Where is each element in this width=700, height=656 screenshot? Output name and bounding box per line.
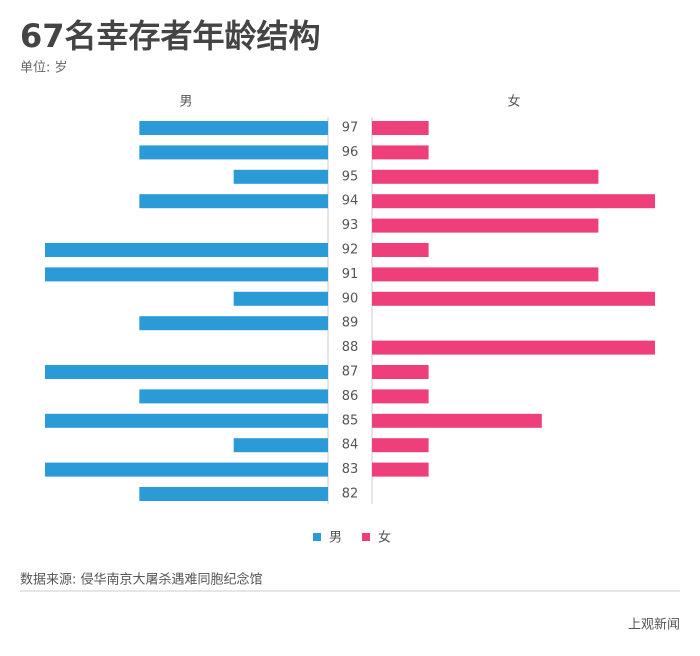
bar <box>45 267 328 282</box>
category-label: 82 <box>342 487 359 502</box>
legend-label: 男 <box>329 531 342 546</box>
chart-subtitle: 单位: 岁 <box>20 61 68 76</box>
category-label: 89 <box>342 316 359 331</box>
bar <box>372 267 599 282</box>
category-label: 91 <box>342 267 359 282</box>
category-label: 88 <box>342 340 359 355</box>
bar <box>45 462 328 477</box>
bar <box>139 316 328 331</box>
category-label: 97 <box>342 121 359 136</box>
category-label: 93 <box>342 218 359 233</box>
bar <box>372 365 429 379</box>
source: 数据来源: 侵华南京大屠杀遇难同胞纪念馆 <box>20 572 263 588</box>
bar <box>372 291 655 306</box>
bar <box>233 291 328 306</box>
category-label: 96 <box>342 145 359 160</box>
bar <box>139 487 328 501</box>
category-label: 85 <box>342 413 359 428</box>
category-label: 95 <box>342 169 359 184</box>
category-label: 83 <box>342 462 359 477</box>
bar <box>372 218 599 233</box>
bar <box>372 462 429 477</box>
bar <box>372 413 542 428</box>
category-label: 87 <box>342 365 359 380</box>
category-label: 92 <box>342 243 359 258</box>
category-label: 94 <box>342 194 359 209</box>
bar <box>233 169 328 184</box>
series-header: 女 <box>507 94 520 110</box>
category-label: 86 <box>342 389 359 404</box>
bar <box>139 389 328 404</box>
brand: 上观新闻 <box>628 617 680 633</box>
bar <box>139 194 328 209</box>
category-label: 90 <box>342 291 359 306</box>
category-label: 84 <box>342 438 359 453</box>
bar <box>45 413 328 428</box>
bar <box>139 121 328 135</box>
legend-label: 女 <box>378 530 391 546</box>
bar <box>139 145 328 160</box>
bar <box>372 121 429 135</box>
bar <box>372 169 599 184</box>
bar <box>233 438 328 453</box>
bar <box>372 145 429 160</box>
bar <box>45 365 328 379</box>
legend-swatch <box>313 533 321 541</box>
bar <box>372 438 429 453</box>
bar <box>45 243 328 257</box>
series-header: 男 <box>179 95 192 110</box>
legend-swatch <box>362 533 370 541</box>
bar <box>372 389 429 404</box>
bar <box>372 340 655 355</box>
bar <box>372 194 655 209</box>
bar <box>372 243 429 257</box>
chart-title: 67名幸存者年龄结构 <box>20 17 321 55</box>
